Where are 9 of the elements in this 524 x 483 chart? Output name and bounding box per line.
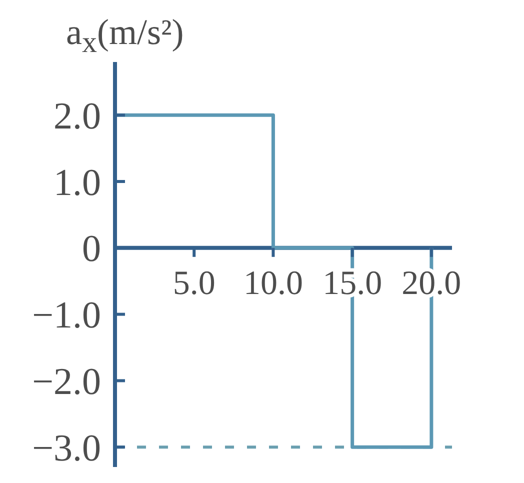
y-tick-label: 0 [82, 228, 101, 270]
y-axis-title: a$_{x}$(m/s²) [66, 12, 184, 60]
y-tick-label: −1.0 [32, 294, 101, 337]
y-tick-label: 1.0 [54, 162, 101, 204]
y-tick-label: −3.0 [32, 427, 101, 470]
x-tick-label: 5.0 [172, 264, 216, 302]
y-tick-label: 2.0 [54, 95, 101, 138]
y-tick-label: −2.0 [32, 360, 101, 403]
x-tick-label: 10.0 [243, 264, 303, 302]
